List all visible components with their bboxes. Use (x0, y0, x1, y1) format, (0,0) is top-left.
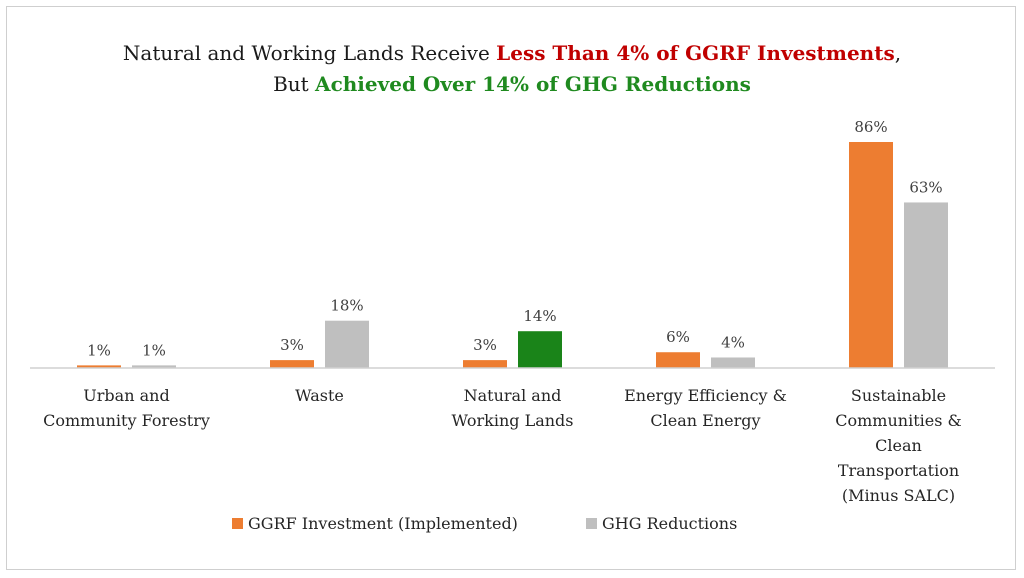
bar-ghg-reduction-4 (904, 202, 948, 368)
data-label-ghg-reduction-3: 4% (721, 333, 745, 351)
legend-swatch-0 (232, 518, 243, 529)
data-label-investment-4: 86% (854, 118, 887, 136)
bar-ghg-reduction-0 (132, 365, 176, 368)
legend: GGRF Investment (Implemented) GHG Reducti… (232, 514, 737, 533)
legend-label-1: GHG Reductions (602, 514, 737, 533)
x-tick-label-0: Urban and Community Forestry (43, 386, 210, 430)
bar-investment-1 (270, 360, 314, 368)
bar-ghg-reduction-2 (518, 331, 562, 368)
chart-title-line-2: But Achieved Over 14% of GHG Reductions (273, 72, 751, 96)
bar-investment-0 (77, 365, 121, 368)
legend-label-0: GGRF Investment (Implemented) (248, 514, 518, 533)
title-highlight-red: Less Than 4% of GGRF Investments (496, 41, 895, 65)
bar-investment-2 (463, 360, 507, 368)
x-tick-label-3: Energy Efficiency & Clean Energy (624, 386, 787, 430)
data-label-ghg-reduction-4: 63% (909, 178, 942, 196)
x-tick-label-1: Waste (295, 386, 344, 405)
title-highlight-green: Achieved Over 14% of GHG Reductions (314, 72, 751, 96)
bar-investment-3 (656, 352, 700, 368)
chart-frame (6, 6, 1016, 570)
data-label-investment-0: 1% (87, 341, 111, 359)
x-tick-label-4: Sustainable Communities & Clean Transportat… (835, 386, 962, 505)
data-label-investment-1: 3% (280, 336, 304, 354)
data-label-ghg-reduction-2: 14% (523, 307, 556, 325)
data-label-ghg-reduction-1: 18% (330, 297, 363, 315)
chart-title-line-1: Natural and Working Lands Receive Less T… (123, 41, 901, 65)
legend-swatch-1 (586, 518, 597, 529)
bars-group: 1% 1% 3% 18% 3% 14% 6% 4% 86% 63% (77, 118, 948, 368)
bar-ghg-reduction-3 (711, 357, 755, 368)
data-label-ghg-reduction-0: 1% (142, 341, 166, 359)
x-tick-labels: Urban and Community Forestry Waste Natural … (43, 386, 962, 505)
data-label-investment-2: 3% (473, 336, 497, 354)
bar-ghg-reduction-1 (325, 320, 369, 368)
data-label-investment-3: 6% (666, 328, 690, 346)
bar-investment-4 (849, 142, 893, 368)
x-tick-label-2: Natural and Working Lands (451, 386, 573, 430)
